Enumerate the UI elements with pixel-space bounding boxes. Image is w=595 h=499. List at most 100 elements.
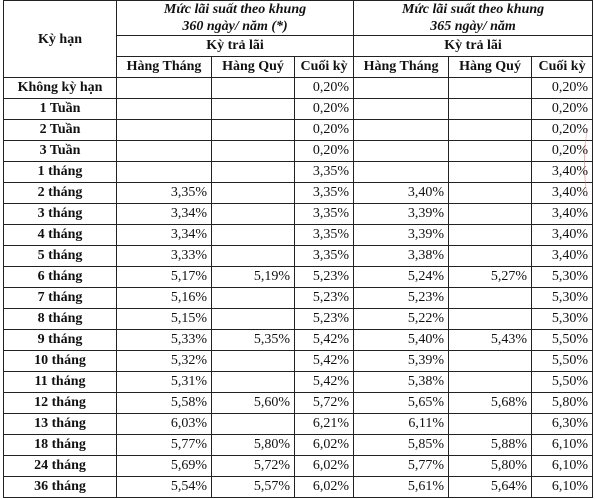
quarterly-365-cell [448,350,533,372]
term-cell: 13 tháng [3,413,117,435]
term-cell: 3 Tuần [3,140,117,162]
end-360-cell: 3,35% [293,224,355,246]
quarterly-360-cell: 5,57% [211,476,295,498]
monthly-365-cell: 5,61% [353,476,450,498]
end-365-cell: 0,20% [531,77,594,99]
quarterly-365-cell [448,182,533,204]
term-cell: 36 tháng [3,476,117,498]
quarterly-365-cell [448,119,533,141]
group-365-line1: Mức lãi suất theo khung [401,2,545,17]
monthly-365-cell: 3,39% [353,203,450,225]
monthly-365-cell: 3,39% [353,224,450,246]
quarterly-365-cell: 5,27% [448,266,533,288]
group-360-line2: 360 ngày/ năm (*) [182,19,288,34]
table-row: 11 tháng 5,31% 5,42% 5,38% 5,50% [3,371,594,393]
quarterly-360-cell: 5,80% [211,434,295,456]
monthly-360-cell: 3,34% [116,203,212,225]
end-360-cell: 5,23% [293,308,355,330]
monthly-365-cell: 5,65% [353,392,450,414]
end-365-cell: 3,40% [531,224,594,246]
table-row: 3 Tuần 0,20% 0,20% [3,140,594,162]
col-end-365: Cuối kỳ [531,56,594,78]
monthly-365-cell [353,98,450,120]
col-end-360: Cuối kỳ [293,56,355,78]
term-cell: 4 tháng [3,224,117,246]
end-365-cell: 5,30% [531,308,594,330]
monthly-365-cell: 5,77% [353,455,450,477]
quarterly-360-cell [211,350,295,372]
term-cell: 7 tháng [3,287,117,309]
term-cell: 18 tháng [3,434,117,456]
quarterly-360-cell [211,413,295,435]
end-360-cell: 0,20% [293,119,355,141]
table-row: 2 Tuần 0,20% 0,20% [3,119,594,141]
end-360-cell: 5,23% [293,266,355,288]
monthly-360-cell [116,140,212,162]
end-360-cell: 5,42% [293,350,355,372]
quarterly-365-cell [448,308,533,330]
end-360-cell: 5,72% [293,392,355,414]
end-360-cell: 5,42% [293,329,355,351]
table-row: 10 tháng 5,32% 5,42% 5,39% 5,50% [3,350,594,372]
monthly-360-cell: 5,16% [116,287,212,309]
quarterly-360-cell [211,245,295,267]
table-row: 5 tháng 3,33% 3,35% 3,38% 3,40% [3,245,594,267]
table-row: 1 Tuần 0,20% 0,20% [3,98,594,120]
table-row: Không kỳ hạn 0,20% 0,20% [3,77,594,99]
monthly-360-cell: 5,54% [116,476,212,498]
monthly-365-cell [353,140,450,162]
end-360-cell: 0,20% [293,140,355,162]
end-360-cell: 5,42% [293,371,355,393]
term-cell: 24 tháng [3,455,117,477]
quarterly-360-cell [211,119,295,141]
end-360-cell: 0,20% [293,77,355,99]
col-quarterly-365: Hàng Quý [448,56,533,78]
monthly-360-cell [116,119,212,141]
table-row: 2 tháng 3,35% 3,35% 3,40% 3,40% [3,182,594,204]
end-360-cell: 3,35% [293,182,355,204]
end-365-cell: 0,20% [531,98,594,120]
quarterly-360-cell [211,98,295,120]
end-360-cell: 6,02% [293,455,355,477]
quarterly-365-cell [448,371,533,393]
end-365-cell: 3,40% [531,245,594,267]
term-cell: 2 tháng [3,182,117,204]
term-cell: 8 tháng [3,308,117,330]
quarterly-365-cell: 5,80% [448,455,533,477]
table-row: 3 tháng 3,34% 3,35% 3,39% 3,40% [3,203,594,225]
term-cell: Không kỳ hạn [3,77,117,99]
monthly-360-cell: 5,33% [116,329,212,351]
end-360-cell: 6,02% [293,434,355,456]
quarterly-365-cell [448,413,533,435]
end-360-cell: 3,35% [293,203,355,225]
quarterly-360-cell [211,161,295,183]
col-quarterly-360: Hàng Quý [211,56,295,78]
payment-period-header-365: Kỳ trả lãi [353,35,594,57]
end-360-cell: 0,20% [293,98,355,120]
monthly-360-cell: 5,17% [116,266,212,288]
monthly-360-cell: 5,15% [116,308,212,330]
quarterly-360-cell [211,77,295,99]
term-cell: 6 tháng [3,266,117,288]
monthly-360-cell: 6,03% [116,413,212,435]
end-365-cell: 3,40% [531,203,594,225]
rate-document: Kỳ hạn Mức lãi suất theo khung 360 ngày/… [3,0,594,498]
end-360-cell: 6,21% [293,413,355,435]
term-cell: 1 Tuần [3,98,117,120]
quarterly-365-cell [448,77,533,99]
term-cell: 1 tháng [3,161,117,183]
monthly-365-cell: 3,40% [353,182,450,204]
end-360-cell: 5,23% [293,287,355,309]
end-365-cell: 6,10% [531,434,594,456]
quarterly-365-cell: 5,43% [448,329,533,351]
end-365-cell: 5,30% [531,287,594,309]
quarterly-365-cell [448,203,533,225]
monthly-360-cell [116,98,212,120]
end-365-cell: 5,50% [531,329,594,351]
monthly-360-cell [116,77,212,99]
end-360-cell: 3,35% [293,161,355,183]
term-header: Kỳ hạn [3,0,117,78]
table-row: 36 tháng 5,54% 5,57% 6,02% 5,61% 5,64% 6,10% [3,476,594,498]
quarterly-365-cell [448,161,533,183]
quarterly-365-cell: 5,68% [448,392,533,414]
